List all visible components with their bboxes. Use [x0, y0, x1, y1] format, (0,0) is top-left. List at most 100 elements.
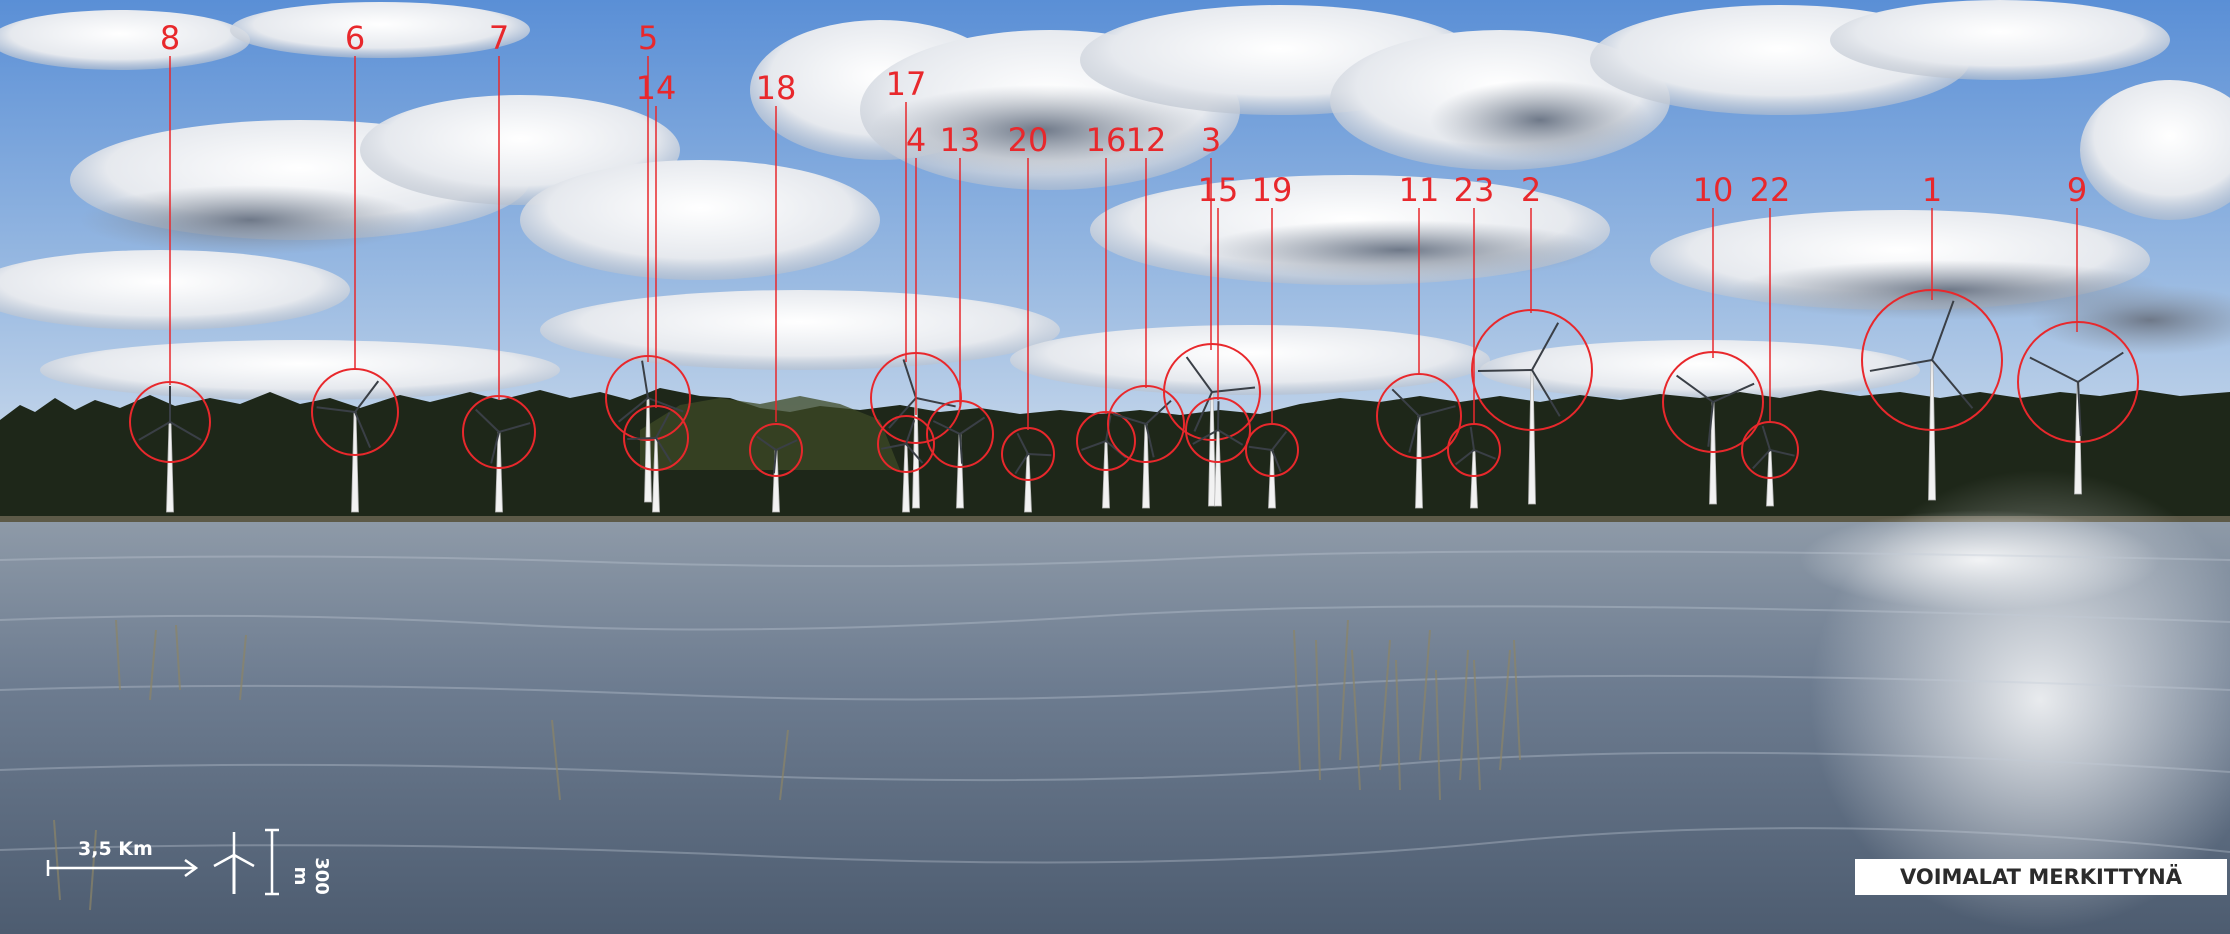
turbine-7: [462, 56, 536, 513]
turbine-label-10: 10: [1692, 171, 1734, 209]
turbine-blade: [1145, 423, 1155, 458]
turbine-blade: [1454, 449, 1475, 466]
turbine-blade: [1248, 445, 1273, 451]
turbine-blade: [1217, 401, 1220, 431]
turbine-label-8: 8: [159, 19, 181, 57]
turbine-blade: [2029, 356, 2079, 383]
turbine-blade: [1217, 429, 1244, 446]
turbine-blade: [1081, 440, 1107, 451]
turbine-blade: [641, 360, 649, 399]
turbine-blade: [655, 437, 673, 463]
turbine-blade: [1211, 386, 1256, 393]
turbine-blade: [1477, 369, 1533, 372]
turbine-blade: [1676, 374, 1714, 403]
clouds: [0, 0, 2230, 400]
turbine-blade: [915, 397, 956, 408]
turbine-blade: [1769, 449, 1795, 457]
turbine-blade: [1869, 359, 1933, 372]
turbine-blade: [316, 406, 356, 413]
marker-circle: [749, 423, 803, 477]
turbine-6: [311, 56, 399, 513]
turbine-blade: [959, 416, 986, 435]
turbine-blade: [1408, 415, 1420, 453]
deciduous-trees: [640, 396, 900, 470]
turbine-1: [1861, 208, 2003, 501]
shoreline: [0, 516, 2230, 522]
turbine-markers: [129, 56, 2139, 513]
turbine-label-14: 14: [635, 69, 677, 107]
turbine-blade: [905, 443, 924, 464]
turbine-label-7: 7: [488, 19, 510, 57]
turbine-blade: [772, 449, 777, 474]
turbine-blade: [1712, 382, 1755, 403]
turbine-label-5: 5: [637, 19, 659, 57]
scale-bar: [46, 828, 279, 896]
turbine-label-15: 15: [1197, 171, 1239, 209]
height-scale-label: 300 m: [290, 857, 332, 895]
turbine-label-22: 22: [1749, 171, 1791, 209]
turbine-label-20: 20: [1007, 121, 1049, 159]
sun-glare-far: [1800, 510, 2160, 610]
turbine-19: [1245, 208, 1299, 509]
turbine-blade: [756, 435, 777, 451]
turbine-label-4: 4: [905, 121, 927, 159]
turbine-label-11: 11: [1398, 171, 1440, 209]
forest: [0, 388, 2230, 522]
turbine-blade: [902, 359, 917, 399]
turbine-blade: [2077, 381, 2082, 436]
turbine-blade: [2077, 351, 2124, 383]
marker-circle: [2017, 321, 2139, 443]
turbine-label-16: 16: [1085, 121, 1127, 159]
turbine-blade: [959, 433, 964, 464]
turbine-16: [1076, 158, 1136, 509]
turbine-label-9: 9: [2066, 171, 2088, 209]
reeds: [53, 619, 1521, 911]
turbine-blade: [1473, 449, 1497, 460]
turbine-5: [605, 56, 691, 503]
turbine-blade: [1707, 401, 1714, 447]
turbine-blade: [1752, 449, 1771, 470]
turbine-12: [1107, 158, 1185, 509]
turbine-8: [129, 56, 211, 513]
turbine-blade: [775, 439, 798, 451]
turbine-blade: [490, 431, 500, 464]
turbine-11: [1376, 208, 1462, 509]
turbine-blade: [169, 421, 202, 441]
turbine-blade: [617, 397, 649, 423]
turbine-label-6: 6: [344, 19, 366, 57]
turbine-blade: [1761, 425, 1771, 451]
turbine-label-18: 18: [755, 69, 797, 107]
turbine-22: [1741, 208, 1799, 507]
turbine-15: [1185, 208, 1251, 507]
turbine-blade: [1531, 369, 1561, 417]
turbine-blade: [1931, 359, 1974, 409]
turbine-blade: [881, 443, 907, 450]
turbine-18: [749, 106, 803, 513]
turbine-blade: [1192, 429, 1219, 445]
turbine-blade: [1027, 453, 1052, 457]
marker-circle: [877, 415, 935, 473]
turbine-blade: [1469, 426, 1475, 451]
turbine-blade: [1113, 413, 1147, 425]
turbine-blade: [1014, 453, 1029, 475]
turbine-label-17: 17: [885, 65, 927, 103]
turbine-blade: [1531, 322, 1560, 371]
turbine-blade: [888, 397, 917, 429]
turbine-blade: [1418, 405, 1456, 417]
turbine-blade: [905, 419, 916, 445]
turbine-blade: [1391, 388, 1420, 417]
turbine-blade: [474, 408, 500, 433]
turbine-label-1: 1: [1921, 171, 1943, 209]
turbine-label-19: 19: [1251, 171, 1293, 209]
water-ripples: [0, 550, 2230, 864]
turbine-scale-icon: [213, 832, 255, 894]
turbine-blade: [1931, 300, 1955, 361]
turbine-blade: [932, 420, 961, 435]
turbine-label-13: 13: [939, 121, 981, 159]
turbine-2: [1471, 208, 1593, 505]
turbine-13: [926, 158, 994, 509]
turbine-blade: [1185, 356, 1213, 393]
turbine-blade: [498, 422, 531, 433]
marker-circle: [311, 368, 399, 456]
